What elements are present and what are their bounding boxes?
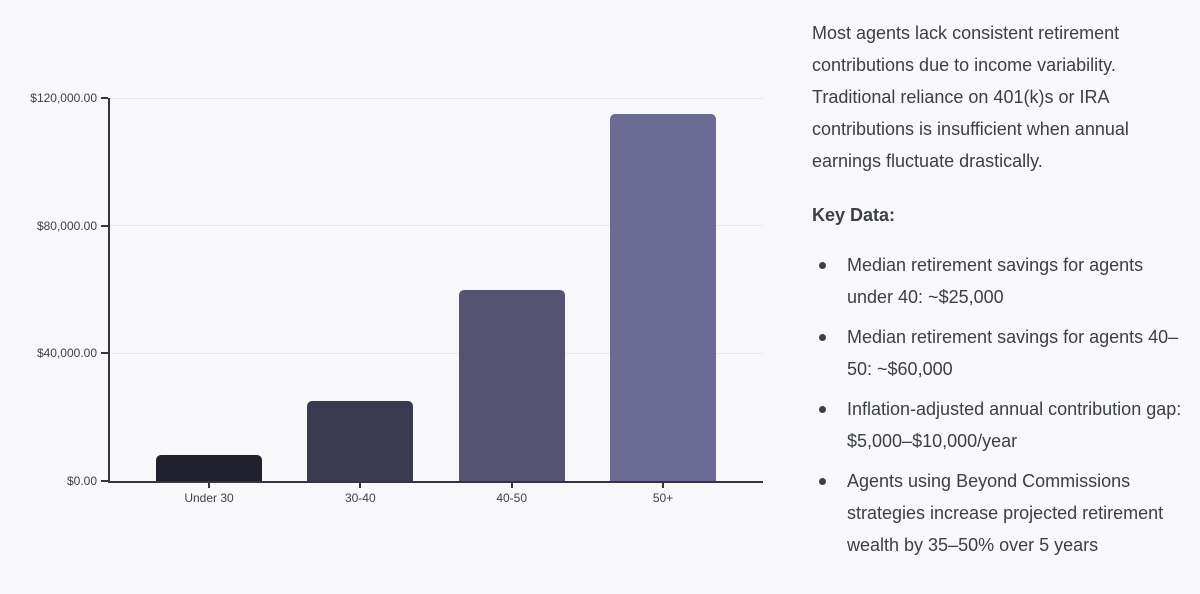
list-item-text: Agents using Beyond Commissions strategi…: [847, 471, 1164, 555]
x-tick-label: 50+: [652, 491, 674, 505]
intro-paragraph: Most agents lack consistent retirement c…: [812, 23, 1129, 171]
bullet-icon: [819, 262, 826, 269]
bar-under-30: [156, 455, 262, 481]
y-tick-label: $0.00: [66, 474, 97, 488]
x-tick-label: 40-50: [496, 491, 528, 505]
insights-panel: Most agents lack consistent retirement c…: [812, 17, 1190, 569]
chart-plot-area: $0.00 $40,000.00 $80,000.00 $120,000.00 Unde…: [30, 91, 763, 505]
x-tick-mark: [359, 483, 362, 488]
x-tick-mark: [208, 483, 210, 488]
list-item-text: Median retirement savings for agents 40–…: [847, 327, 1179, 379]
y-tick-label: $40,000.00: [36, 346, 97, 361]
y-tick-mark: [101, 480, 108, 482]
x-tick-label: Under 30: [184, 491, 234, 505]
x-tick-mark: [510, 483, 513, 488]
key-data-list: Median retirement savings for agents und…: [812, 249, 1190, 561]
y-axis-line: [108, 98, 110, 483]
bar-30-40: [307, 401, 414, 481]
bullet-icon: [819, 478, 826, 485]
y-tick-label: $120,000.00: [30, 91, 97, 105]
list-item: Agents using Beyond Commissions strategi…: [812, 465, 1190, 561]
y-tick-mark: [101, 224, 108, 227]
x-tick-label: 30-40: [344, 491, 376, 505]
list-item-text: Median retirement savings for agents und…: [847, 255, 1144, 307]
list-item: Inflation-adjusted annual contribution g…: [812, 393, 1190, 457]
bar-40-50: [458, 289, 565, 481]
y-tick-label: $80,000.00: [36, 218, 97, 233]
list-item: Median retirement savings for agents 40–…: [812, 321, 1190, 385]
gridline: [110, 352, 763, 354]
y-tick-mark: [101, 352, 108, 355]
x-tick-mark: [662, 483, 664, 488]
gridline: [110, 97, 763, 99]
bullet-icon: [819, 406, 826, 413]
key-data-heading: Key Data:: [812, 205, 896, 225]
bar-50: [610, 113, 716, 481]
list-item: Median retirement savings for agents und…: [812, 249, 1190, 313]
y-tick-mark: [101, 97, 108, 99]
bullet-icon: [819, 334, 826, 341]
x-axis-line: [108, 481, 763, 483]
gridline: [110, 225, 763, 227]
list-item-text: Inflation-adjusted annual contribution g…: [847, 399, 1182, 451]
retirement-savings-chart: $0.00 $40,000.00 $80,000.00 $120,000.00 Unde…: [30, 91, 763, 505]
